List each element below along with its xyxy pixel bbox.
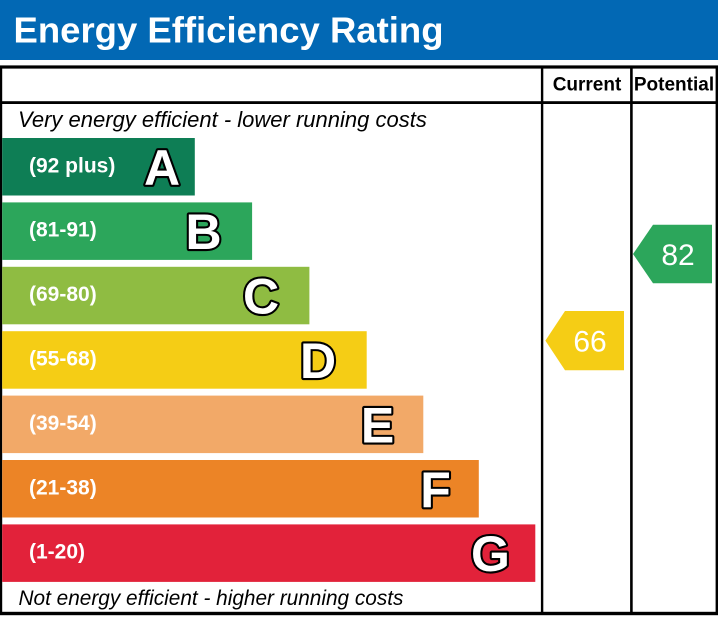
svg-text:Not energy efficient - higher: Not energy efficient - higher running co… bbox=[19, 587, 404, 610]
svg-text:E: E bbox=[361, 397, 394, 453]
svg-text:C: C bbox=[243, 269, 279, 325]
svg-text:(81-91): (81-91) bbox=[29, 219, 97, 242]
svg-text:Current: Current bbox=[553, 74, 622, 95]
svg-text:(92 plus): (92 plus) bbox=[29, 154, 115, 177]
svg-text:(1-20): (1-20) bbox=[29, 541, 85, 564]
svg-text:(69-80): (69-80) bbox=[29, 283, 97, 306]
svg-text:A: A bbox=[144, 140, 180, 196]
svg-text:G: G bbox=[471, 526, 510, 582]
svg-text:(55-68): (55-68) bbox=[29, 348, 97, 371]
svg-text:Very energy efficient - lower: Very energy efficient - lower running co… bbox=[18, 107, 427, 132]
svg-text:(39-54): (39-54) bbox=[29, 412, 97, 435]
svg-text:D: D bbox=[300, 333, 336, 389]
svg-text:Energy Efficiency Rating: Energy Efficiency Rating bbox=[14, 10, 444, 51]
svg-text:B: B bbox=[185, 204, 221, 260]
svg-text:82: 82 bbox=[661, 239, 694, 272]
svg-text:F: F bbox=[420, 462, 451, 518]
svg-text:Potential: Potential bbox=[634, 74, 714, 95]
svg-text:(21-38): (21-38) bbox=[29, 476, 97, 499]
svg-text:66: 66 bbox=[573, 325, 606, 358]
